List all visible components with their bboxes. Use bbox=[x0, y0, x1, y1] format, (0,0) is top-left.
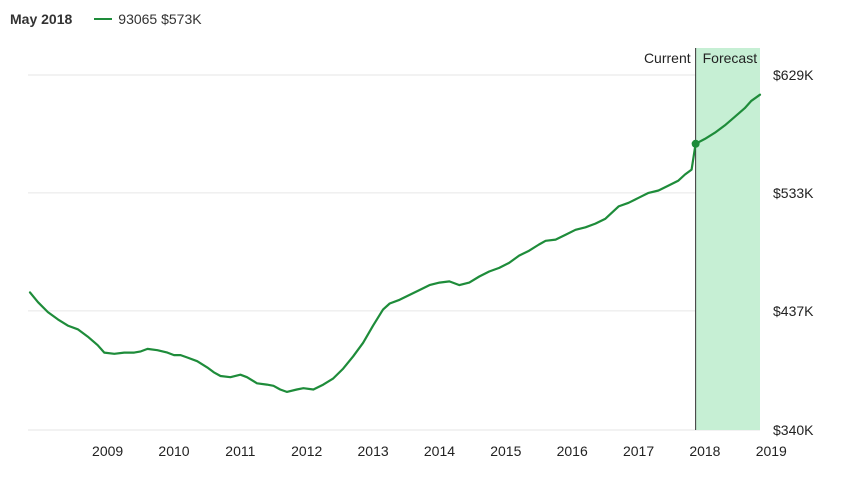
forecast-region bbox=[695, 48, 760, 430]
legend-line-swatch bbox=[94, 18, 113, 20]
chart-legend: May 2018 93065 $573K bbox=[10, 9, 202, 29]
x-tick-label: 2019 bbox=[756, 443, 787, 459]
history-series-line bbox=[28, 142, 697, 393]
x-tick-label: 2016 bbox=[557, 443, 588, 459]
current-region-label: Current bbox=[644, 50, 691, 66]
x-axis-ticks: 2009 2010 2011 2012 2013 2014 2015 2016 2017 2018… bbox=[92, 443, 787, 459]
legend-series-label: 93065 $573K bbox=[118, 11, 202, 27]
x-tick-label: 2012 bbox=[291, 443, 322, 459]
x-tick-label: 2015 bbox=[490, 443, 521, 459]
y-axis-ticks: $629K $533K $437K $340K bbox=[773, 67, 814, 438]
y-tick-label: $340K bbox=[773, 422, 814, 438]
y-tick-label: $437K bbox=[773, 303, 814, 319]
y-tick-label: $533K bbox=[773, 185, 814, 201]
forecast-region-label: Forecast bbox=[703, 50, 758, 66]
x-tick-label: 2010 bbox=[158, 443, 189, 459]
x-tick-label: 2017 bbox=[623, 443, 654, 459]
x-tick-label: 2018 bbox=[689, 443, 720, 459]
forecast-series-line bbox=[694, 93, 762, 145]
y-tick-label: $629K bbox=[773, 67, 814, 83]
x-tick-label: 2009 bbox=[92, 443, 123, 459]
legend-date: May 2018 bbox=[10, 11, 73, 27]
x-tick-label: 2011 bbox=[225, 443, 255, 459]
grid-lines bbox=[28, 74, 760, 431]
current-value-point[interactable] bbox=[691, 139, 700, 148]
x-tick-label: 2013 bbox=[358, 443, 389, 459]
x-tick-label: 2014 bbox=[424, 443, 455, 459]
